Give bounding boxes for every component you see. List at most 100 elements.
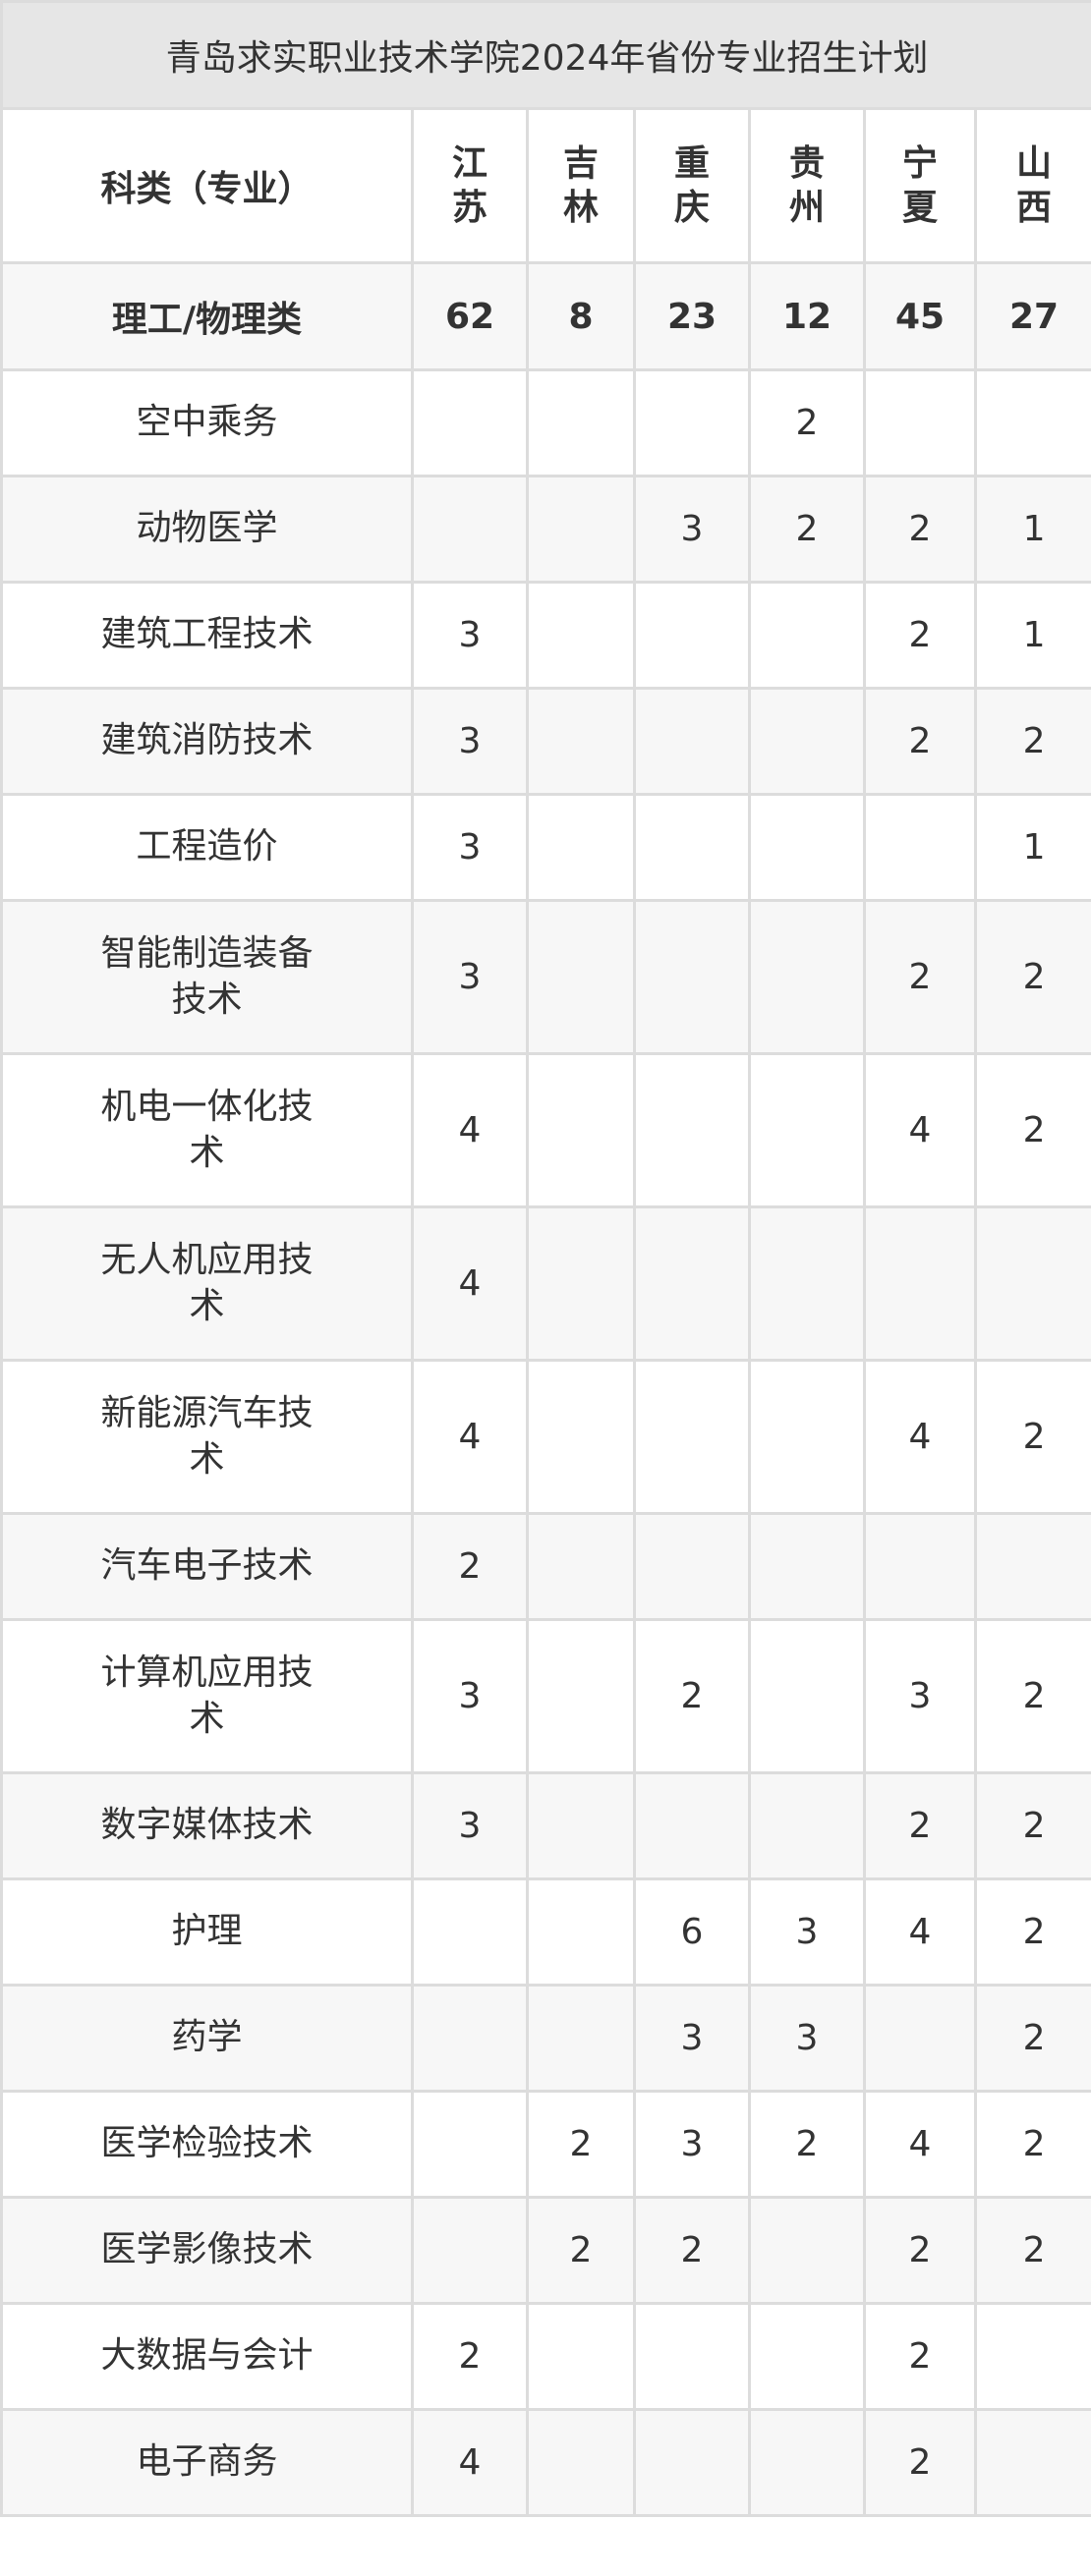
- summary-label: 理工/物理类: [0, 261, 414, 371]
- quota-cell: [748, 1512, 866, 1621]
- major-name: 建筑消防技术: [100, 720, 314, 761]
- quota-cell: 2: [863, 2196, 977, 2305]
- quota-cell: 2: [973, 2196, 1091, 2305]
- major-name: 新能源汽车技术: [100, 1392, 314, 1480]
- quota-cell: 2: [863, 2302, 977, 2411]
- major-cell: 机电一体化技术: [0, 1052, 414, 1208]
- quota-cell: 2: [748, 2090, 866, 2199]
- table-row: 无人机应用技术 4: [0, 1205, 1091, 1362]
- quota-cell: [748, 1618, 866, 1774]
- province-label: 重庆: [673, 143, 710, 228]
- quota-cell: 2: [863, 687, 977, 796]
- quota-cell: 3: [411, 899, 529, 1055]
- summary-row: 理工/物理类 62 8 23 12 45 27: [0, 261, 1091, 371]
- quota-cell: 2: [973, 1359, 1091, 1515]
- quota-cell: 1: [973, 793, 1091, 902]
- major-cell: 电子商务: [0, 2408, 414, 2517]
- quota-cell: 2: [633, 2196, 751, 2305]
- quota-cell: [633, 1052, 751, 1208]
- major-name: 空中乘务: [136, 402, 278, 443]
- major-name: 医学检验技术: [100, 2123, 314, 2164]
- quota-cell: 4: [863, 2090, 977, 2199]
- quota-cell: 2: [863, 2408, 977, 2517]
- quota-cell: 2: [973, 2090, 1091, 2199]
- table-row: 机电一体化技术 4 4 2: [0, 1052, 1091, 1208]
- quota-cell: [411, 1984, 529, 2093]
- quota-cell: 3: [748, 1877, 866, 1987]
- quota-cell: 2: [973, 687, 1091, 796]
- quota-cell: 2: [863, 899, 977, 1055]
- quota-cell: [526, 2302, 636, 2411]
- quota-cell: 2: [863, 475, 977, 584]
- quota-cell: [633, 2302, 751, 2411]
- quota-cell: 3: [411, 687, 529, 796]
- quota-cell: [526, 1877, 636, 1987]
- major-cell: 计算机应用技术: [0, 1618, 414, 1774]
- summary-value: 45: [863, 261, 977, 371]
- quota-cell: [748, 581, 866, 690]
- major-name: 机电一体化技术: [100, 1086, 314, 1173]
- quota-cell: [411, 368, 529, 477]
- quota-cell: 4: [863, 1877, 977, 1987]
- table-row: 电子商务 4 2: [0, 2408, 1091, 2517]
- quota-cell: 4: [411, 2408, 529, 2517]
- major-name: 无人机应用技术: [100, 1239, 314, 1326]
- major-cell: 智能制造装备技术: [0, 899, 414, 1055]
- quota-cell: 4: [411, 1052, 529, 1208]
- quota-cell: 3: [411, 1618, 529, 1774]
- province-label: 吉林: [562, 143, 599, 228]
- quota-cell: 4: [411, 1359, 529, 1515]
- quota-cell: [973, 368, 1091, 477]
- quota-cell: 2: [973, 1771, 1091, 1880]
- quota-cell: [973, 2302, 1091, 2411]
- quota-cell: [526, 2408, 636, 2517]
- province-label: 山西: [1016, 143, 1053, 228]
- quota-cell: [526, 1984, 636, 2093]
- quota-cell: [633, 368, 751, 477]
- quota-cell: [633, 1359, 751, 1515]
- summary-value: 27: [973, 261, 1091, 371]
- table-row: 数字媒体技术 3 2 2: [0, 1771, 1091, 1880]
- quota-cell: 2: [973, 1984, 1091, 2093]
- quota-cell: [526, 1618, 636, 1774]
- table-row: 医学影像技术 2 2 2 2: [0, 2196, 1091, 2305]
- quota-cell: [526, 1512, 636, 1621]
- table-row: 药学 3 3 2: [0, 1984, 1091, 2093]
- quota-cell: 3: [411, 581, 529, 690]
- quota-cell: [863, 1512, 977, 1621]
- major-cell: 建筑消防技术: [0, 687, 414, 796]
- quota-cell: 2: [973, 899, 1091, 1055]
- major-name: 电子商务: [136, 2441, 278, 2483]
- quota-cell: [526, 1205, 636, 1362]
- major-cell: 药学: [0, 1984, 414, 2093]
- category-header: 科类（专业）: [0, 107, 414, 264]
- summary-value: 23: [633, 261, 751, 371]
- major-name: 汽车电子技术: [100, 1545, 314, 1587]
- table-row: 大数据与会计 2 2: [0, 2302, 1091, 2411]
- major-cell: 动物医学: [0, 475, 414, 584]
- major-cell: 空中乘务: [0, 368, 414, 477]
- quota-cell: [411, 2090, 529, 2199]
- major-cell: 医学影像技术: [0, 2196, 414, 2305]
- major-name: 建筑工程技术: [100, 614, 314, 655]
- quota-cell: [748, 899, 866, 1055]
- quota-cell: [863, 793, 977, 902]
- major-name: 智能制造装备技术: [100, 932, 314, 1020]
- quota-cell: [633, 1771, 751, 1880]
- quota-cell: [748, 1771, 866, 1880]
- major-cell: 大数据与会计: [0, 2302, 414, 2411]
- province-header: 重庆: [633, 107, 751, 264]
- quota-cell: 2: [411, 2302, 529, 2411]
- quota-cell: [633, 581, 751, 690]
- quota-cell: [526, 793, 636, 902]
- major-cell: 建筑工程技术: [0, 581, 414, 690]
- quota-cell: 2: [863, 1771, 977, 1880]
- major-cell: 汽车电子技术: [0, 1512, 414, 1621]
- enrollment-plan-table: 青岛求实职业技术学院2024年省份专业招生计划 科类（专业） 江苏 吉林 重庆 贵州宁…: [0, 0, 1091, 2517]
- province-label: 江苏: [451, 143, 488, 228]
- quota-cell: 1: [973, 475, 1091, 584]
- quota-cell: 3: [411, 1771, 529, 1880]
- quota-cell: [973, 2408, 1091, 2517]
- quota-cell: 1: [973, 581, 1091, 690]
- quota-cell: 2: [748, 475, 866, 584]
